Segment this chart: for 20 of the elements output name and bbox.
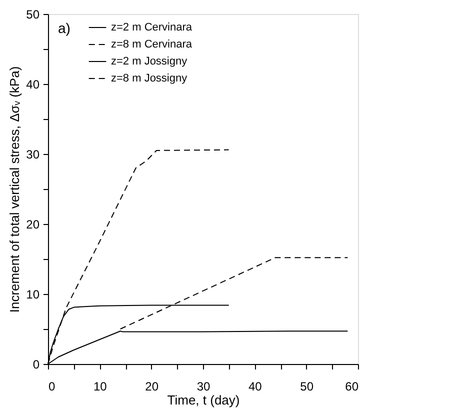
legend-label: z=2 m Cervinara [111, 22, 193, 34]
y-tick-label: 0 [32, 358, 40, 372]
x-tick-label: 30 [196, 380, 210, 394]
y-tick-label: 40 [26, 78, 40, 92]
legend-label: z=2 m Jossigny [111, 56, 188, 68]
x-tick-label: 50 [300, 380, 314, 394]
y-tick-label: 30 [26, 148, 40, 162]
y-tick-label: 20 [26, 218, 40, 232]
x-tick-label: 60 [345, 380, 359, 394]
x-axis-title: Time, t (day) [167, 392, 240, 408]
legend-label: z=8 m Jossigny [111, 72, 188, 84]
x-tick-label: 0 [48, 380, 56, 394]
annotation: a) [58, 20, 70, 36]
x-tick-label: 10 [93, 380, 108, 394]
y-tick-label: 10 [26, 288, 40, 302]
legend-label: z=8 m Cervinara [111, 38, 193, 50]
y-axis-title: Increment of total vertical stress, Δσᵥ (kPa) [7, 66, 22, 313]
y-tick-label: 50 [26, 8, 40, 22]
x-tick-label: 20 [145, 380, 159, 394]
x-tick-label: 40 [248, 380, 262, 394]
